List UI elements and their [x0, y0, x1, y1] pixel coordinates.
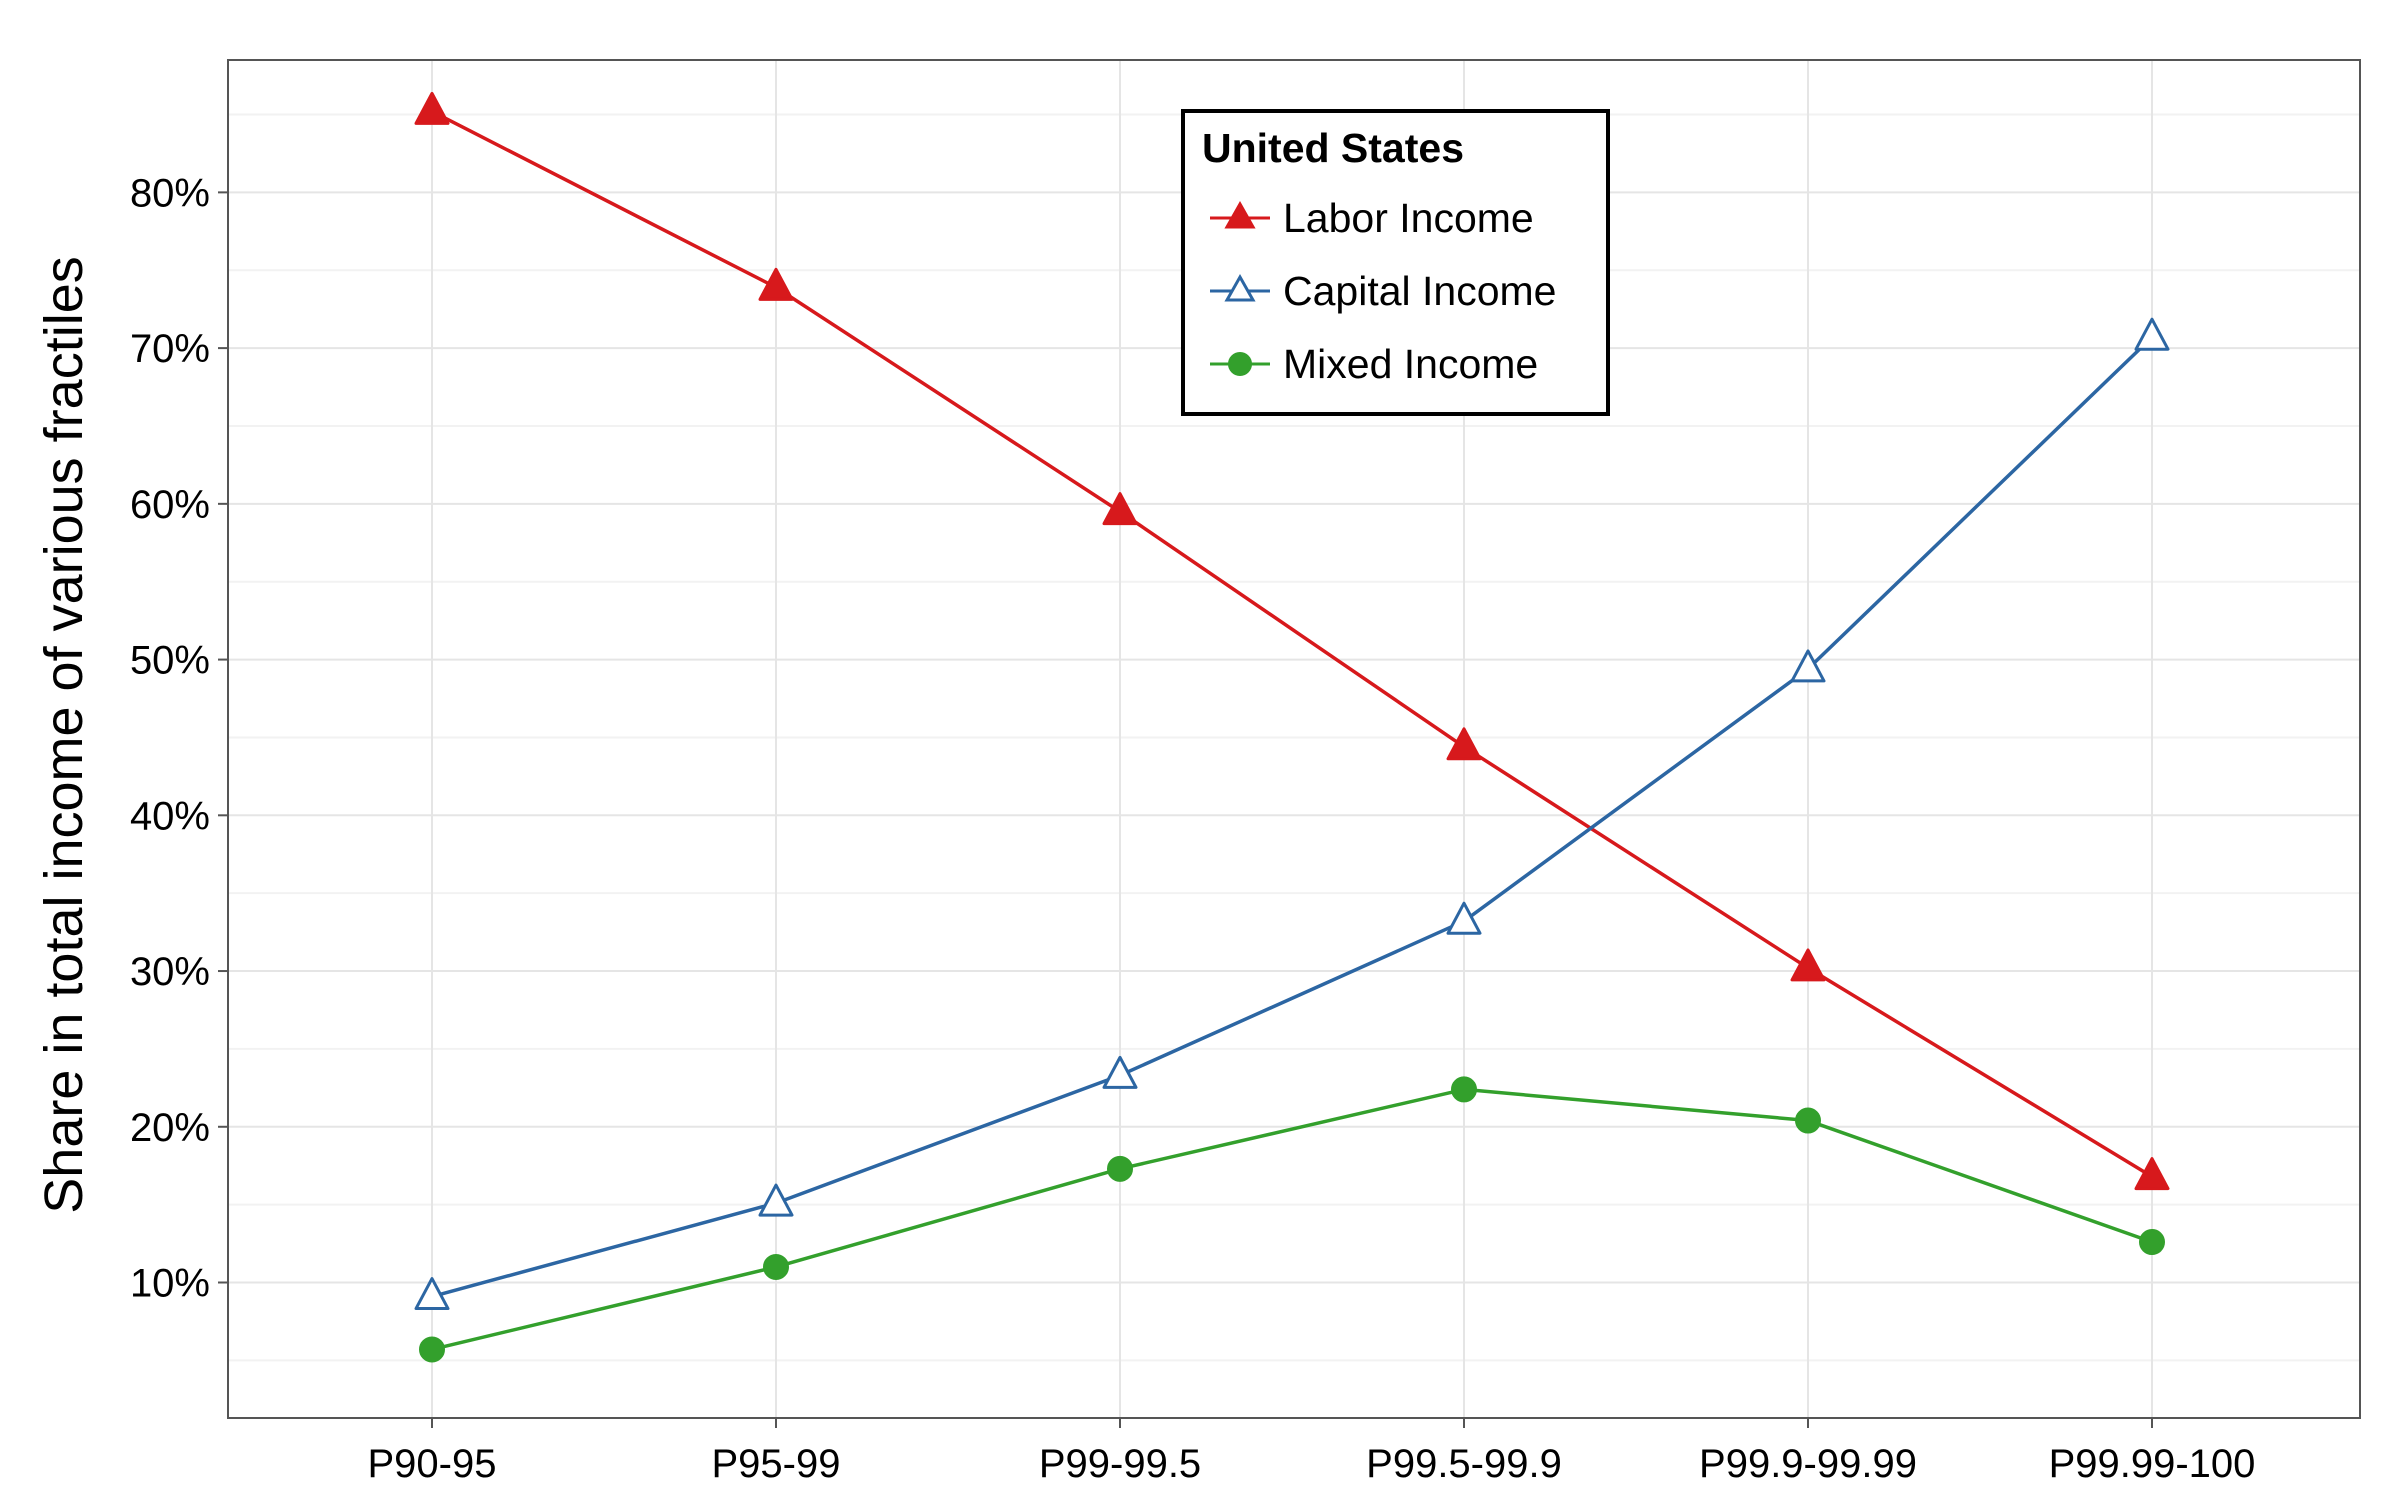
y-tick-label: 50% — [130, 639, 210, 683]
data-point-mixed-income-p95-99 — [763, 1253, 789, 1280]
y-tick-label: 70% — [130, 327, 210, 371]
x-tick-label-p99-99-100: P99.99-100 — [2049, 1442, 2256, 1486]
data-point-labor-income-p99-5-99-9 — [1446, 727, 1482, 761]
legend-label-mixed-income: Mixed Income — [1283, 341, 1538, 387]
legend-title: United States — [1202, 125, 1464, 171]
y-tick-label: 40% — [130, 794, 210, 838]
y-tick-label: 10% — [130, 1262, 210, 1306]
legend-marker-capital-income — [1224, 273, 1256, 302]
y-axis-tick-labels: 10% 20% 30% 40% 50% 60% 70% 80% — [130, 171, 210, 1305]
axis-ticks — [218, 191, 2153, 1428]
series-line-capital-income — [431, 335, 2154, 1299]
y-tick-label: 80% — [130, 171, 210, 215]
legend-marker-labor-income — [1224, 200, 1256, 229]
data-point-mixed-income-p99-5-99-9 — [1451, 1076, 1477, 1103]
data-point-labor-income-p99-99-5 — [1102, 492, 1138, 526]
legend: United States Labor Income Capital Incom… — [1181, 109, 1610, 416]
legend-label-labor-income: Labor Income — [1283, 195, 1534, 241]
x-tick-label-p99-99-5: P99-99.5 — [1039, 1442, 1201, 1486]
legend-item-capital-income: Capital Income — [1210, 268, 1556, 314]
series-markers — [414, 91, 2170, 1363]
legend-label-capital-income: Capital Income — [1283, 268, 1556, 314]
x-tick-label-p99-5-99-9: P99.5-99.9 — [1366, 1442, 1562, 1486]
x-axis-tick-labels: P90-95 P95-99 P99-99.5 P99.5-99.9 P99.9-99.9… — [368, 1442, 2256, 1486]
data-point-capital-income-p99-99-100 — [2134, 317, 2170, 351]
data-point-mixed-income-p90-95 — [419, 1336, 445, 1363]
series-lines — [431, 109, 2154, 1352]
legend-item-labor-income: Labor Income — [1210, 195, 1534, 241]
minor-gridlines — [228, 113, 2360, 1362]
legend-item-mixed-income: Mixed Income — [1210, 341, 1538, 387]
data-point-mixed-income-p99-9-99-99 — [1795, 1107, 1821, 1134]
x-tick-label-p95-99: P95-99 — [712, 1442, 841, 1486]
data-point-labor-income-p90-95 — [414, 91, 450, 125]
data-point-capital-income-p99-5-99-9 — [1446, 901, 1482, 935]
data-point-capital-income-p99-99-5 — [1102, 1055, 1138, 1089]
series-line-mixed-income — [431, 1087, 2153, 1352]
data-point-labor-income-p99-9-99-99 — [1790, 948, 1826, 982]
y-axis-title: Share in total income of various fractil… — [34, 256, 94, 1213]
x-tick-label-p90-95: P90-95 — [368, 1442, 497, 1486]
plot-border — [227, 59, 2361, 1419]
y-tick-label: 20% — [130, 1106, 210, 1150]
y-tick-label: 60% — [130, 483, 210, 527]
data-point-capital-income-p95-99 — [758, 1183, 794, 1217]
data-point-capital-income-p90-95 — [414, 1277, 450, 1311]
data-point-mixed-income-p99-99-100 — [2139, 1229, 2165, 1256]
x-tick-label-p99-9-99-99: P99.9-99.99 — [1699, 1442, 1917, 1486]
data-point-mixed-income-p99-99-5 — [1107, 1155, 1133, 1182]
legend-marker-mixed-income — [1228, 352, 1252, 376]
series-line-labor-income — [431, 109, 2153, 1179]
data-point-capital-income-p99-9-99-99 — [1790, 649, 1826, 683]
data-point-labor-income-p99-99-100 — [2134, 1157, 2170, 1191]
y-tick-label: 30% — [130, 950, 210, 994]
data-point-labor-income-p95-99 — [758, 267, 794, 301]
